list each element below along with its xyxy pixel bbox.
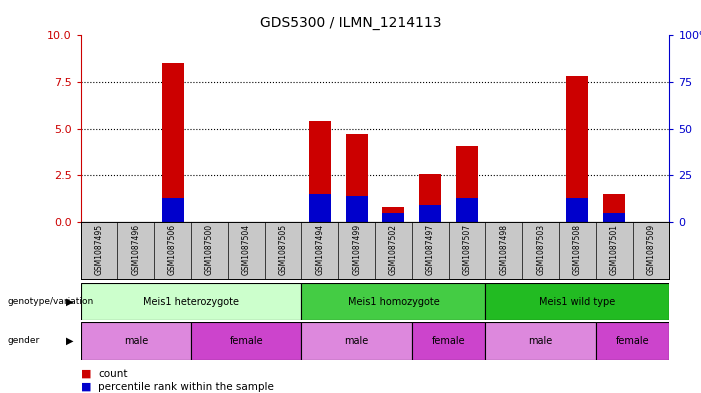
Text: GSM1087500: GSM1087500 [205, 224, 214, 275]
Text: GSM1087494: GSM1087494 [315, 224, 325, 275]
Bar [456, 198, 478, 222]
Bar [383, 213, 404, 222]
Text: ▶: ▶ [66, 297, 74, 307]
Text: ■: ■ [81, 369, 91, 379]
Text: GDS5300 / ILMN_1214113: GDS5300 / ILMN_1214113 [260, 16, 441, 30]
Text: Meis1 homozygote: Meis1 homozygote [348, 297, 440, 307]
Bar [346, 134, 367, 222]
Text: GSM1087507: GSM1087507 [463, 224, 472, 275]
Bar [566, 76, 588, 222]
Text: male: male [529, 336, 553, 346]
Bar [191, 322, 301, 360]
Bar [412, 322, 485, 360]
Bar [456, 145, 478, 222]
Bar [596, 322, 669, 360]
Text: GSM1087503: GSM1087503 [536, 224, 545, 275]
Text: GSM1087495: GSM1087495 [95, 224, 104, 275]
Bar [485, 283, 669, 320]
Text: GSM1087497: GSM1087497 [426, 224, 435, 275]
Text: GSM1087508: GSM1087508 [573, 224, 582, 275]
Text: percentile rank within the sample: percentile rank within the sample [98, 382, 274, 392]
Bar [383, 207, 404, 222]
Text: Meis1 heterozygote: Meis1 heterozygote [143, 297, 239, 307]
Text: GSM1087502: GSM1087502 [389, 224, 398, 275]
Bar [301, 322, 411, 360]
Text: Meis1 wild type: Meis1 wild type [539, 297, 615, 307]
Text: female: female [432, 336, 465, 346]
Bar [419, 173, 442, 222]
Bar [161, 198, 184, 222]
Text: ■: ■ [81, 382, 91, 392]
Text: GSM1087501: GSM1087501 [610, 224, 619, 275]
Text: female: female [616, 336, 649, 346]
Text: count: count [98, 369, 128, 379]
Bar [566, 198, 588, 222]
Bar [485, 322, 596, 360]
Text: genotype/variation: genotype/variation [7, 297, 93, 306]
Text: GSM1087505: GSM1087505 [278, 224, 287, 275]
Text: male: male [344, 336, 369, 346]
Bar [346, 196, 367, 222]
Bar [308, 121, 331, 222]
Text: ▶: ▶ [66, 336, 74, 346]
Text: GSM1087509: GSM1087509 [646, 224, 655, 275]
Text: female: female [229, 336, 263, 346]
Text: gender: gender [7, 336, 39, 345]
Text: GSM1087498: GSM1087498 [499, 224, 508, 275]
Text: male: male [123, 336, 148, 346]
Bar [603, 194, 625, 222]
Text: GSM1087504: GSM1087504 [242, 224, 251, 275]
Bar [81, 283, 301, 320]
Bar [161, 63, 184, 222]
Bar [603, 213, 625, 222]
Bar [81, 322, 191, 360]
Bar [419, 205, 442, 222]
Bar [301, 283, 485, 320]
Text: GSM1087496: GSM1087496 [131, 224, 140, 275]
Text: GSM1087499: GSM1087499 [352, 224, 361, 275]
Bar [308, 194, 331, 222]
Text: GSM1087506: GSM1087506 [168, 224, 177, 275]
